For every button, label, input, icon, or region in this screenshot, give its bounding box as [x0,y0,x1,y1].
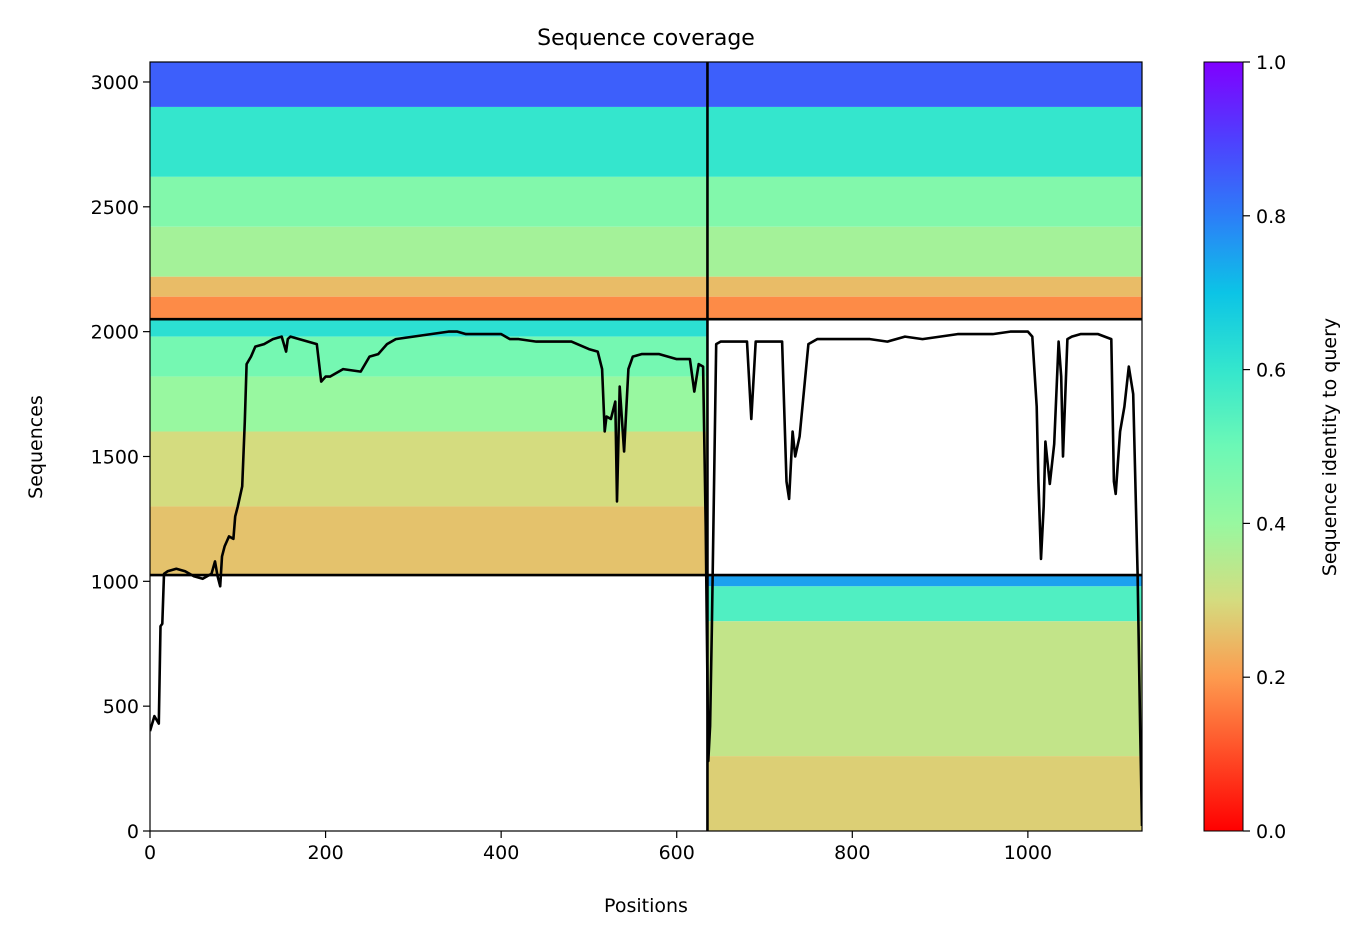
msa-band [707,586,1142,622]
y-tick-label: 1000 [91,571,139,593]
x-tick-label: 0 [144,842,156,864]
msa-band [150,62,708,107]
msa-band [150,226,708,277]
colorbar-tick-label: 0.4 [1256,513,1286,535]
colorbar-tick-label: 0.6 [1256,360,1286,382]
msa-band [707,62,1142,107]
x-axis-label: Positions [604,895,688,917]
x-tick-label: 1000 [1004,842,1052,864]
y-tick-label: 1500 [91,446,139,468]
msa-block [707,575,1142,831]
msa-band [150,336,708,377]
plot-frame [149,61,1143,832]
y-tick-label: 3000 [91,72,139,94]
chart-title: Sequence coverage [537,26,755,51]
x-tick-label: 400 [483,842,519,864]
x-tick-label: 200 [307,842,343,864]
colorbar-tick-label: 1.0 [1256,52,1286,74]
colorbar-label: Sequence identity to query [1319,318,1341,576]
msa-block [707,62,1142,320]
msa-band [707,176,1142,227]
y-tick-label: 0 [127,821,139,843]
msa-band [707,296,1142,320]
x-axis-ticks: 0 200 400 600 800 1000 [144,831,1052,864]
msa-band [150,376,708,432]
msa-band [150,176,708,227]
msa-band [150,106,708,177]
colorbar-ticks: 0.0 0.2 0.4 0.6 0.8 1.0 [1243,52,1286,843]
msa-band [707,575,1142,587]
msa-band [707,621,1142,757]
msa-block [150,62,708,320]
colorbar-tick-label: 0.8 [1256,206,1286,228]
y-tick-label: 2500 [91,197,139,219]
msa-heatmap [150,62,1142,831]
y-axis-ticks: 0 500 1000 1500 2000 2500 3000 [91,72,150,843]
msa-band [150,319,708,337]
y-axis-label: Sequences [25,395,47,499]
msa-band [150,276,708,297]
msa-band [707,276,1142,297]
msa-band [707,106,1142,177]
msa-band [707,756,1142,831]
colorbar [1203,61,1244,832]
y-tick-label: 500 [103,696,139,718]
y-tick-label: 2000 [91,322,139,344]
msa-band [150,506,708,576]
chain-boundaries [150,62,1142,831]
msa-block [150,319,708,576]
coverage-line-layer [150,330,1142,827]
coverage-line [150,330,1142,827]
colorbar-tick-label: 0.0 [1256,821,1286,843]
msa-band [707,226,1142,277]
colorbar-tick-label: 0.2 [1256,667,1286,689]
msa-band [150,296,708,320]
x-tick-label: 600 [659,842,695,864]
x-tick-label: 800 [834,842,870,864]
